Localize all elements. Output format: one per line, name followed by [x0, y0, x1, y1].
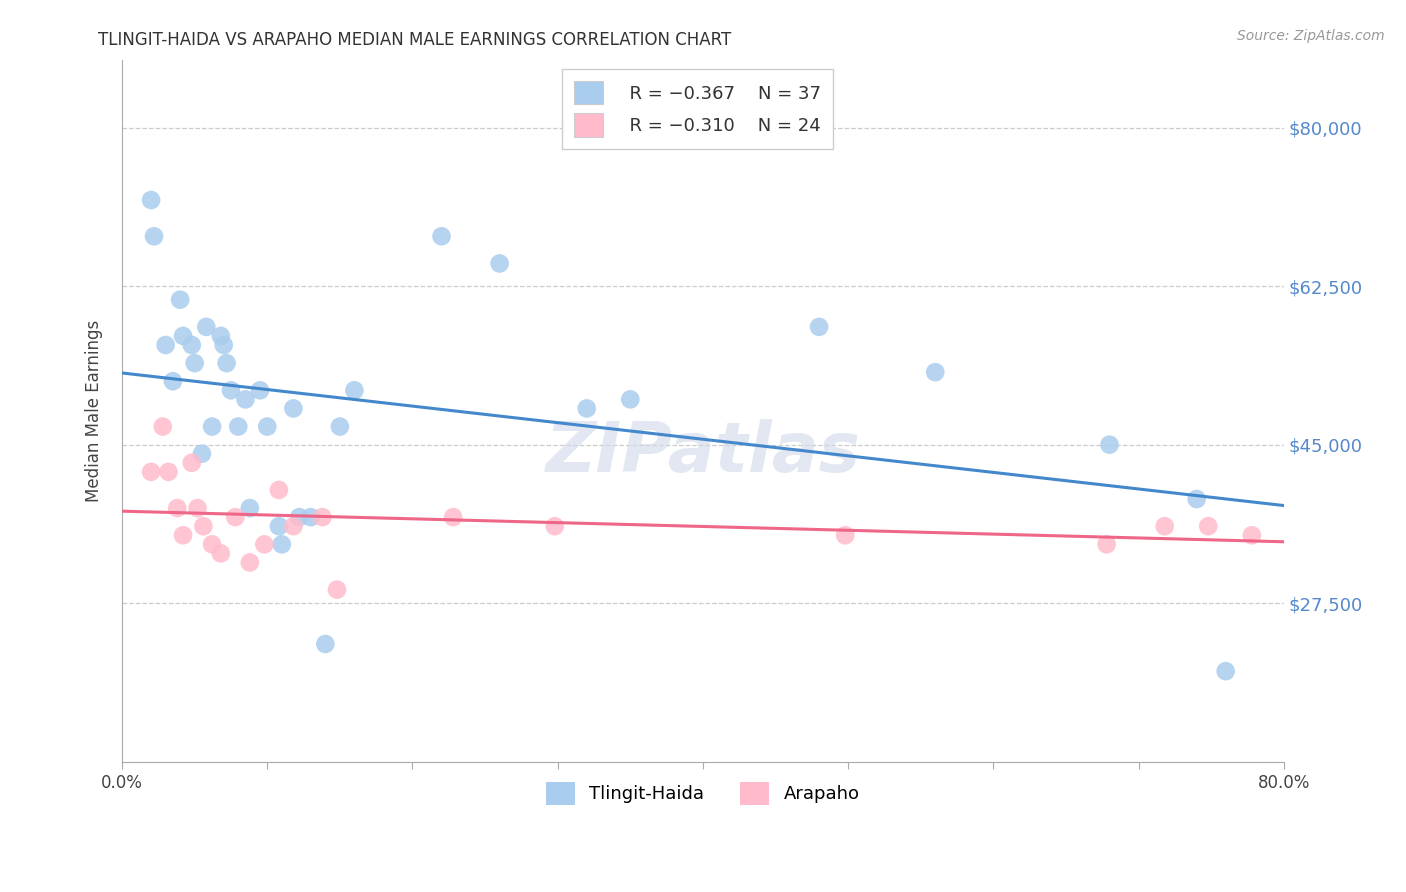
Point: [239, 556, 262, 570]
Point: [343, 384, 366, 398]
Point: [575, 401, 598, 416]
Point: [212, 338, 235, 352]
Point: [267, 483, 290, 497]
Point: [172, 329, 194, 343]
Point: [1095, 537, 1118, 551]
Point: [256, 419, 278, 434]
Point: [215, 356, 238, 370]
Point: [311, 510, 333, 524]
Point: [326, 582, 349, 597]
Point: [1240, 528, 1263, 542]
Point: [162, 374, 184, 388]
Point: [172, 528, 194, 542]
Point: [152, 419, 174, 434]
Point: [1185, 491, 1208, 506]
Point: [924, 365, 946, 379]
Point: [1197, 519, 1219, 533]
Point: [430, 229, 453, 244]
Point: [834, 528, 856, 542]
Point: [180, 338, 202, 352]
Text: ZIPatlas: ZIPatlas: [546, 419, 860, 486]
Point: [169, 293, 191, 307]
Legend: Tlingit-Haida, Arapaho: Tlingit-Haida, Arapaho: [536, 771, 870, 816]
Point: [283, 519, 305, 533]
Point: [187, 501, 209, 516]
Y-axis label: Median Male Earnings: Median Male Earnings: [86, 319, 103, 502]
Point: [283, 401, 305, 416]
Point: [1215, 664, 1237, 678]
Point: [544, 519, 567, 533]
Point: [157, 465, 180, 479]
Point: [253, 537, 276, 551]
Point: [488, 256, 510, 270]
Point: [314, 637, 336, 651]
Point: [191, 447, 214, 461]
Point: [219, 384, 242, 398]
Point: [224, 510, 246, 524]
Point: [139, 193, 162, 207]
Point: [1098, 438, 1121, 452]
Point: [201, 419, 224, 434]
Point: [209, 546, 232, 560]
Point: [226, 419, 249, 434]
Point: [201, 537, 224, 551]
Point: [209, 329, 232, 343]
Point: [166, 501, 188, 516]
Point: [299, 510, 322, 524]
Point: [235, 392, 257, 407]
Point: [249, 384, 271, 398]
Point: [155, 338, 177, 352]
Point: [1153, 519, 1175, 533]
Point: [193, 519, 215, 533]
Point: [195, 319, 218, 334]
Point: [270, 537, 292, 551]
Point: [267, 519, 290, 533]
Point: [329, 419, 352, 434]
Text: Source: ZipAtlas.com: Source: ZipAtlas.com: [1237, 29, 1385, 43]
Point: [180, 456, 202, 470]
Point: [139, 465, 162, 479]
Point: [288, 510, 311, 524]
Text: TLINGIT-HAIDA VS ARAPAHO MEDIAN MALE EARNINGS CORRELATION CHART: TLINGIT-HAIDA VS ARAPAHO MEDIAN MALE EAR…: [98, 31, 731, 49]
Point: [183, 356, 205, 370]
Point: [808, 319, 831, 334]
Point: [143, 229, 166, 244]
Point: [441, 510, 464, 524]
Point: [619, 392, 641, 407]
Point: [239, 501, 262, 516]
